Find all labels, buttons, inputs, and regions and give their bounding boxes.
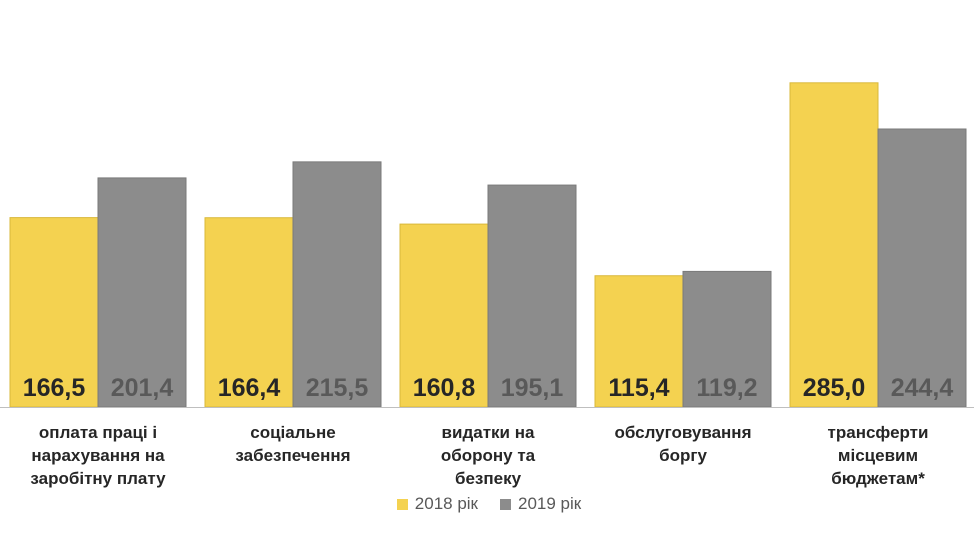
category-label-1: соціальне забезпечення xyxy=(235,423,351,465)
data-label-2019-1: 215,5 xyxy=(306,374,369,402)
data-label-2019-3: 119,2 xyxy=(696,374,757,402)
data-label-2018-4: 285,0 xyxy=(803,374,866,402)
bar-2019-2 xyxy=(487,184,577,408)
legend-label-2019: 2019 рік xyxy=(518,494,582,513)
bar-2018-3 xyxy=(594,275,684,408)
bar-2018-1 xyxy=(204,217,294,408)
bar-2018-4 xyxy=(789,82,879,408)
legend: 2018 рік 2019 рік xyxy=(0,494,978,514)
bar-2018-0 xyxy=(9,217,99,408)
bar-2019-4 xyxy=(877,128,967,408)
bar-2019-3 xyxy=(682,270,772,408)
data-label-2018-1: 166,4 xyxy=(218,374,281,402)
legend-label-2018: 2018 рік xyxy=(414,494,478,513)
bar-2019-1 xyxy=(292,161,382,408)
legend-swatch-2018 xyxy=(396,498,408,510)
data-label-2019-4: 244,4 xyxy=(891,374,954,402)
data-label-2018-2: 160,8 xyxy=(413,374,476,402)
data-label-2018-3: 115,4 xyxy=(608,374,669,402)
legend-item-2019: 2019 рік xyxy=(500,494,581,514)
data-label-2019-0: 201,4 xyxy=(111,374,174,402)
data-label-2019-2: 195,1 xyxy=(501,374,564,402)
legend-swatch-2019 xyxy=(500,498,511,510)
category-label-2: видатки на оборону та безпеку xyxy=(440,423,536,488)
bar-2019-0 xyxy=(97,177,187,408)
category-label-3: обслуговування боргу xyxy=(614,423,752,465)
legend-item-2018: 2018 рік xyxy=(396,494,478,514)
category-label-0: оплата праці і нарахування на заробітну … xyxy=(30,423,166,488)
data-label-2018-0: 166,5 xyxy=(23,374,86,402)
category-label-4: трансферти місцевим бюджетам* xyxy=(827,423,929,488)
bar-2018-2 xyxy=(399,223,489,408)
